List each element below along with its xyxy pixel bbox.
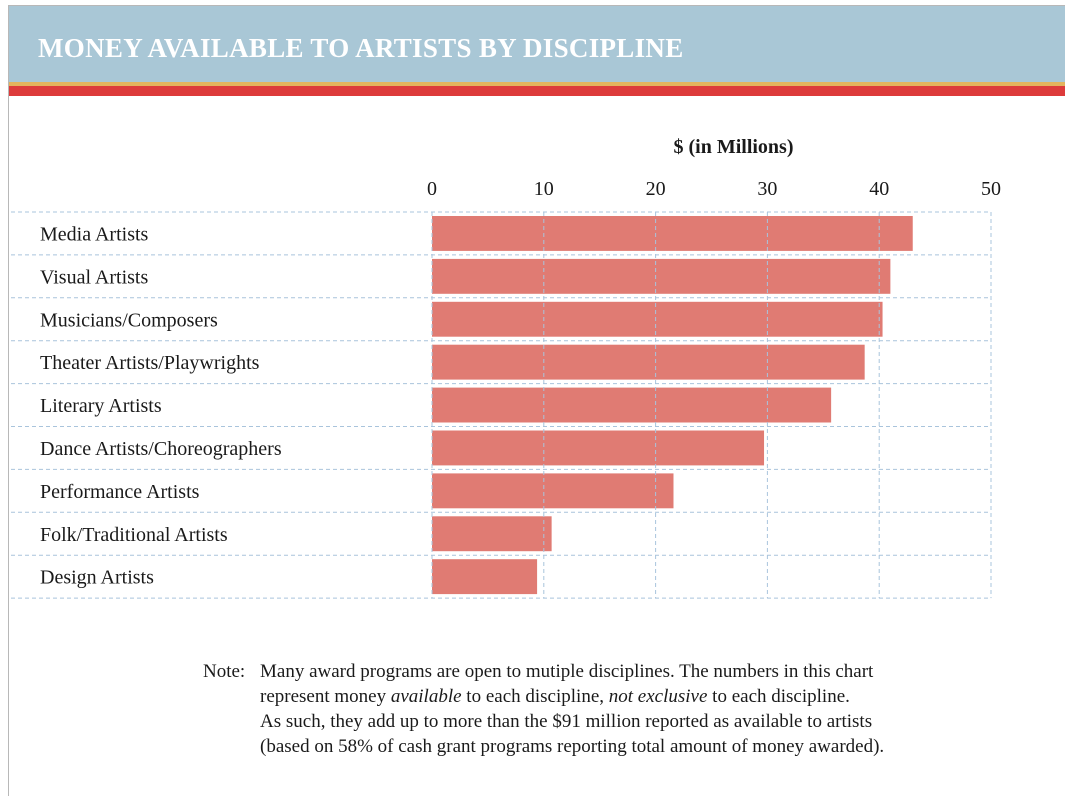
note-line-2-mid: to each discipline, xyxy=(461,686,609,707)
category-label: Design Artists xyxy=(40,567,154,589)
note-label: Note: xyxy=(203,661,246,682)
note-line-2-post: to each discipline. xyxy=(707,686,850,707)
bar xyxy=(432,344,865,380)
category-label: Theater Artists/Playwrights xyxy=(40,352,260,374)
note-emphasis-available: available xyxy=(390,686,462,707)
bar xyxy=(432,301,883,337)
x-tick-label: 50 xyxy=(981,178,1001,200)
header-stripe-gold xyxy=(9,82,1065,86)
category-label: Performance Artists xyxy=(40,481,200,503)
note-line-3: As such, they add up to more than the $9… xyxy=(260,711,873,732)
x-tick-label: 0 xyxy=(427,178,437,200)
bar xyxy=(432,516,552,552)
category-label: Media Artists xyxy=(40,223,149,245)
note-line-4: (based on 58% of cash grant programs rep… xyxy=(260,736,885,757)
x-axis-label: $ (in Millions) xyxy=(673,136,793,158)
bar xyxy=(432,258,891,294)
x-tick-label: 20 xyxy=(646,178,666,200)
category-label: Musicians/Composers xyxy=(40,309,218,331)
category-label: Folk/Traditional Artists xyxy=(40,524,228,546)
header-banner: MONEY AVAILABLE TO ARTISTS BY DISCIPLINE xyxy=(9,6,1065,82)
page-frame xyxy=(8,5,1065,796)
x-tick-label: 10 xyxy=(534,178,554,200)
x-tick-label: 30 xyxy=(757,178,777,200)
note-line-2: represent money available to each discip… xyxy=(260,684,1030,709)
note-body: Many award programs are open to mutiple … xyxy=(260,659,1030,759)
category-label: Visual Artists xyxy=(40,266,148,288)
bar xyxy=(432,473,674,509)
category-label: Dance Artists/Choreographers xyxy=(40,438,282,460)
bar xyxy=(432,430,765,466)
note-line-2-pre: represent money xyxy=(260,686,391,707)
page-title: MONEY AVAILABLE TO ARTISTS BY DISCIPLINE xyxy=(38,33,684,63)
x-tick-label: 40 xyxy=(869,178,889,200)
bar xyxy=(432,387,832,423)
bar xyxy=(432,559,538,595)
note-line-1: Many award programs are open to mutiple … xyxy=(260,661,874,682)
bar xyxy=(432,216,913,251)
note-emphasis-not-exclusive: not exclusive xyxy=(608,686,708,707)
category-label: Literary Artists xyxy=(40,395,162,417)
header-stripe-red xyxy=(9,86,1065,96)
